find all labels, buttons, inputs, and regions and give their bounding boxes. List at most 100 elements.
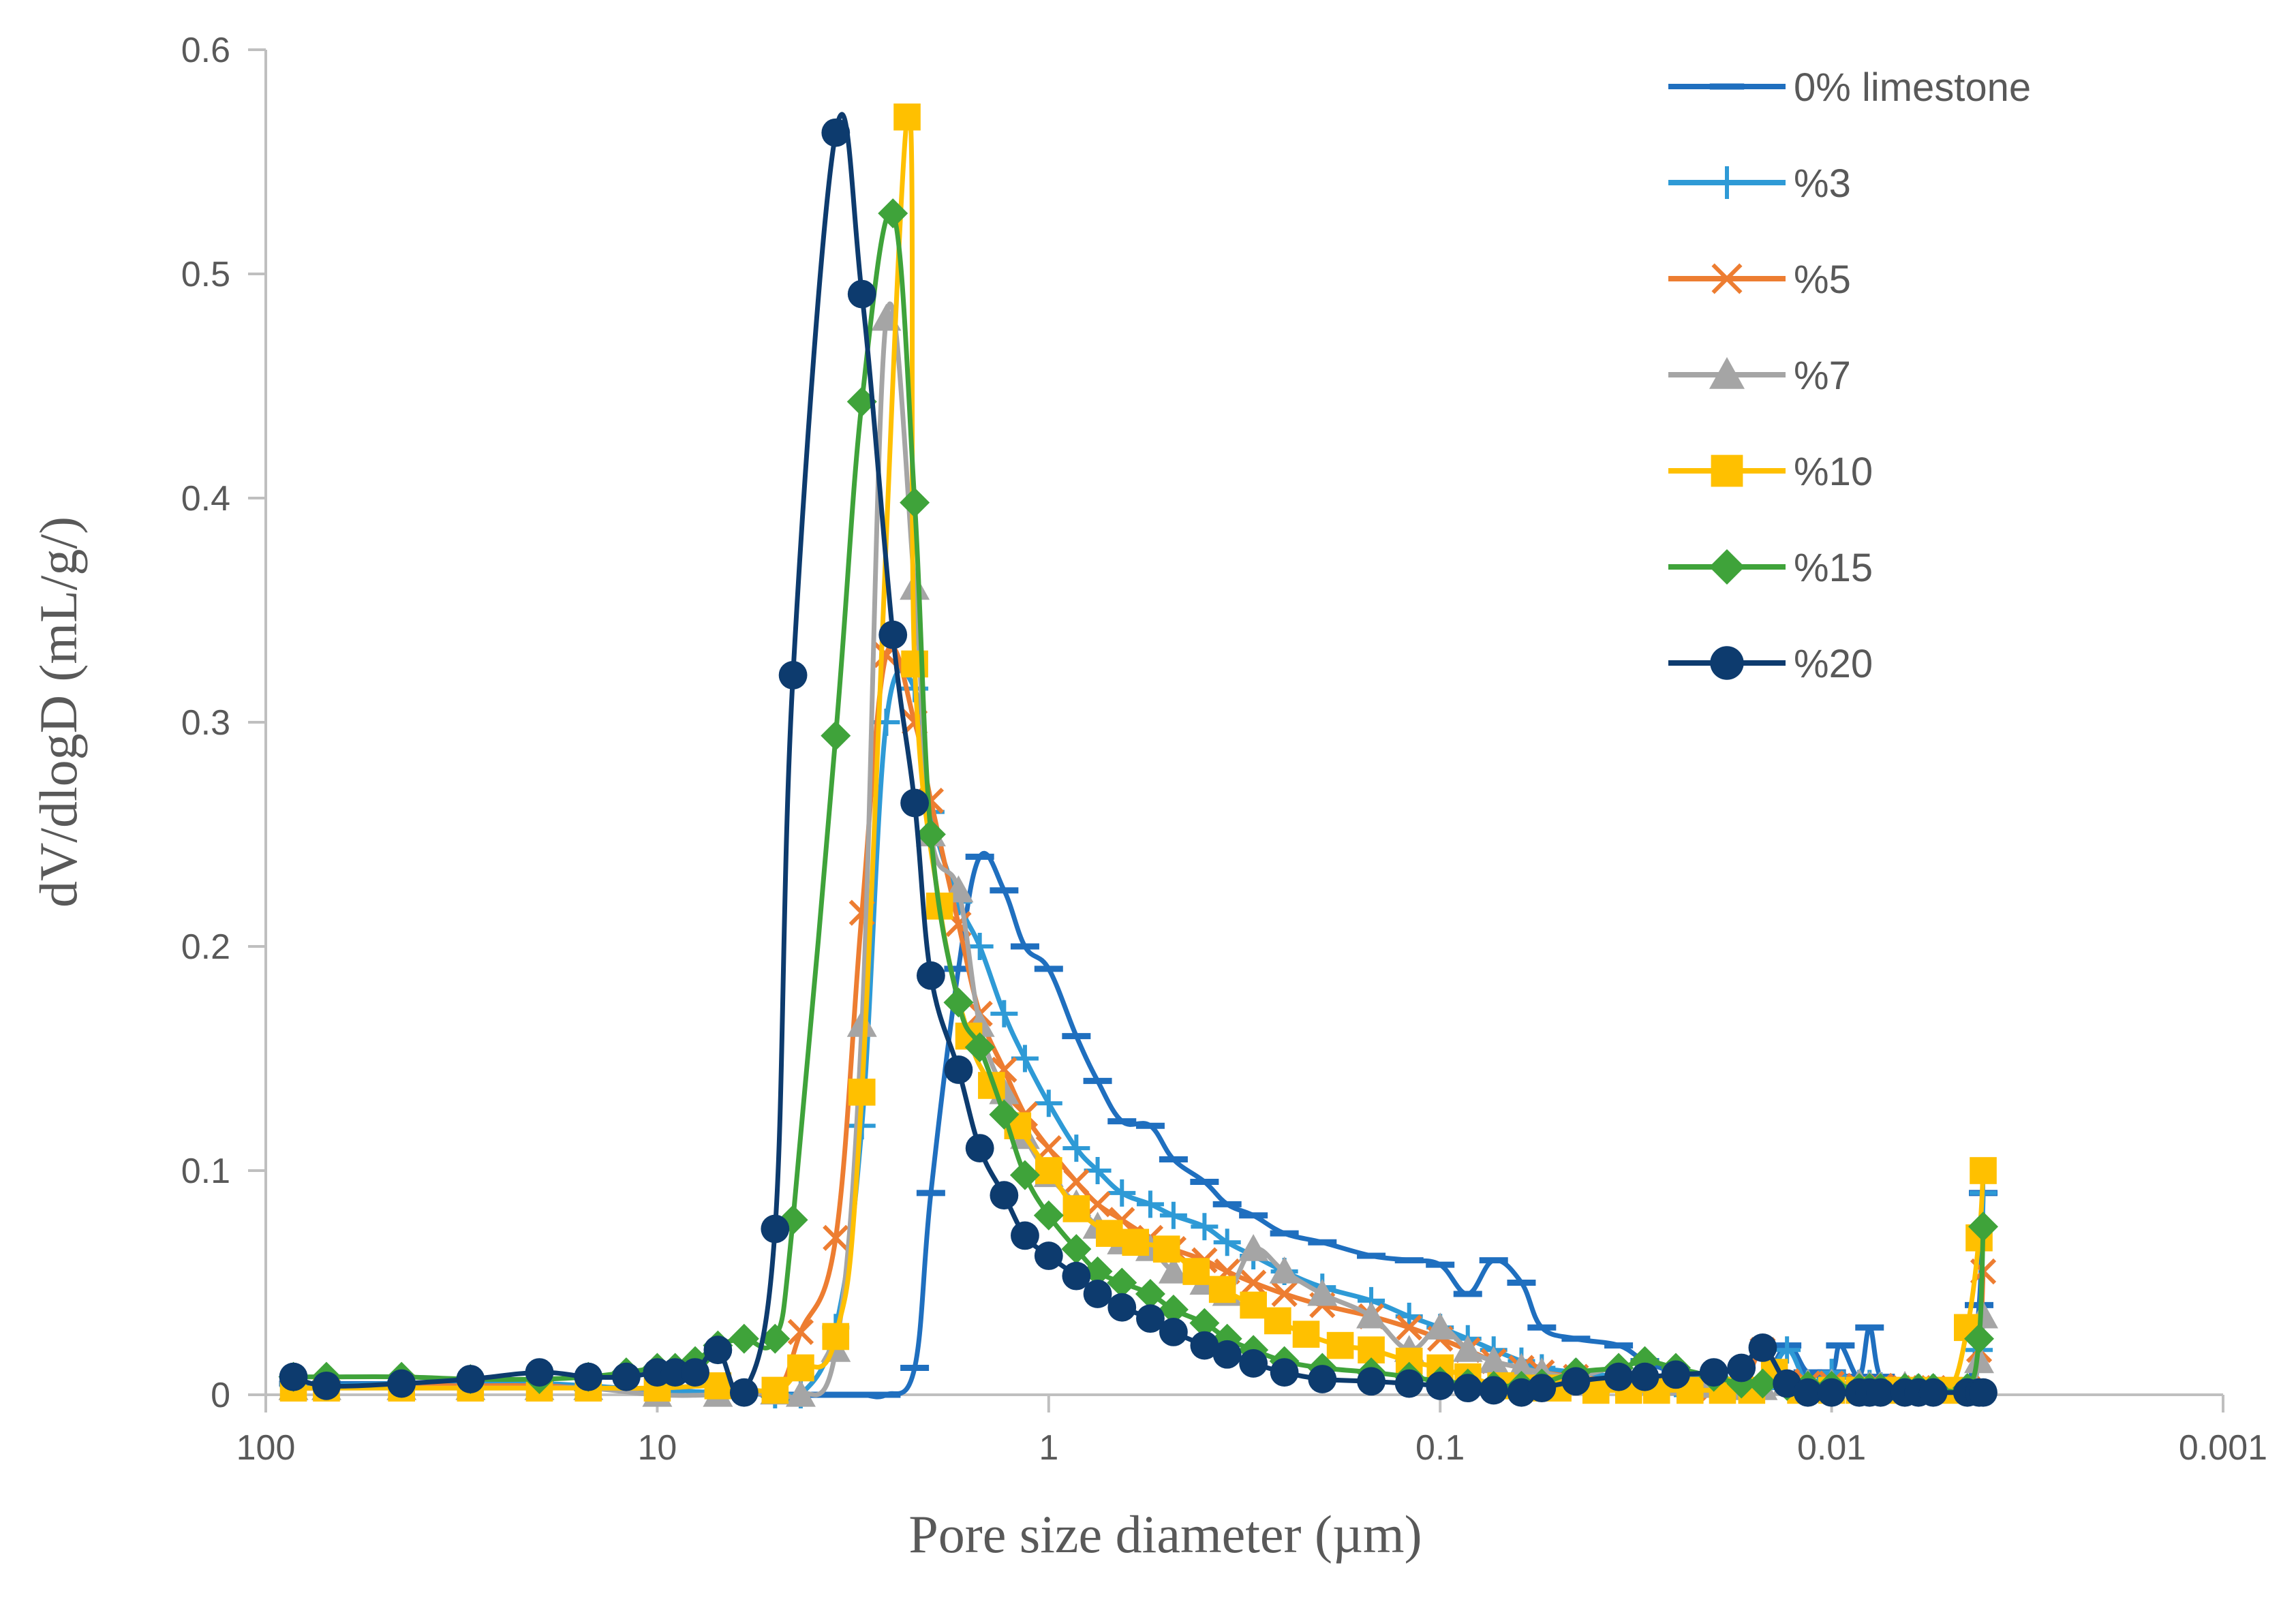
- legend-15-marker: [1709, 549, 1745, 585]
- series-15-point: [760, 1323, 791, 1354]
- x-tick-label: 1: [1039, 1428, 1058, 1468]
- legend-20-marker: [1710, 646, 1744, 680]
- series-3-point: [990, 1000, 1018, 1028]
- series-20-point: [778, 661, 808, 690]
- y-axis-title: dV/dlogD (mL/g/): [29, 516, 88, 908]
- series-20-point: [1394, 1369, 1424, 1398]
- x-tick-label: 0.001: [2179, 1428, 2267, 1468]
- legend-0-limestone: 0% limestone: [1668, 65, 2031, 110]
- series-3-point: [1213, 1229, 1241, 1256]
- axes: 0 0.1 0.2 0.3 0.4 0.5 0.6 100 10 1 0.1 0.01 0.001: [181, 31, 2267, 1468]
- legend-10-label: %10: [1794, 450, 1873, 494]
- series-7-point: [1452, 1335, 1483, 1362]
- series-5-point: [1063, 1169, 1090, 1195]
- series-20-point: [761, 1214, 790, 1244]
- x-tick-label: 10: [637, 1428, 677, 1468]
- legend-10-marker: [1711, 454, 1743, 487]
- series-10-point: [1095, 1220, 1123, 1247]
- legend-7: %7: [1668, 354, 1851, 398]
- series-7-point: [1478, 1346, 1509, 1374]
- series-3-point: [1191, 1213, 1219, 1241]
- x-tick-label: 0.01: [1797, 1428, 1866, 1468]
- legend-3-label: %3: [1794, 161, 1851, 206]
- series-20-point: [1918, 1378, 1948, 1407]
- series-15-point: [821, 720, 851, 751]
- series-20-point: [1727, 1353, 1756, 1383]
- x-tick-label: 0.1: [1415, 1428, 1465, 1468]
- series-20-point: [1357, 1367, 1386, 1396]
- legend-5-label: %5: [1794, 258, 1851, 302]
- series-20-point: [387, 1369, 416, 1398]
- series-20-point: [1561, 1367, 1591, 1396]
- series-15-point: [1107, 1267, 1137, 1298]
- series-20-point: [916, 961, 945, 990]
- series-20-point: [703, 1335, 733, 1365]
- series-20-point: [1866, 1378, 1895, 1407]
- series-20-point: [1107, 1293, 1137, 1322]
- series-20-point: [729, 1378, 759, 1407]
- series-5-point: [787, 1318, 814, 1346]
- series-10-point: [1292, 1321, 1320, 1348]
- series-15-point: [1135, 1278, 1165, 1309]
- series-15-point: [1061, 1234, 1092, 1265]
- series-20-point: [990, 1181, 1019, 1210]
- series-15-point: [729, 1323, 759, 1354]
- y-tick-label: 0.4: [181, 479, 230, 519]
- series-10-point: [1264, 1307, 1291, 1335]
- y-tick-label: 0.6: [181, 31, 230, 70]
- series-7-point: [1425, 1312, 1456, 1340]
- series-20-point: [1662, 1360, 1690, 1389]
- series-20-point: [878, 620, 908, 649]
- series-20-point: [1239, 1349, 1268, 1378]
- series-15-point: [989, 1099, 1020, 1130]
- series-20-point: [1453, 1374, 1482, 1403]
- series-20-point: [821, 118, 851, 147]
- series-20-point: [574, 1362, 603, 1391]
- series-20-point: [1748, 1333, 1777, 1362]
- series-7-point: [846, 1010, 877, 1037]
- x-tick-label: 100: [236, 1428, 296, 1468]
- series-20-point: [1270, 1358, 1299, 1387]
- series-15-point: [915, 819, 946, 850]
- series-15-point: [900, 487, 930, 518]
- series-10-point: [1326, 1331, 1354, 1359]
- series-20-point: [312, 1371, 341, 1400]
- series-7-point: [1238, 1234, 1269, 1261]
- series-20-point: [1817, 1378, 1846, 1407]
- series-20-point: [847, 279, 876, 309]
- series-20-point: [660, 1358, 690, 1387]
- series-20-point: [681, 1358, 709, 1387]
- series-10-point: [893, 103, 921, 131]
- series-15-point: [1747, 1368, 1778, 1399]
- series-10-point: [1208, 1276, 1236, 1303]
- series-7-point: [1158, 1256, 1189, 1284]
- y-tick-label: 0.2: [181, 927, 230, 967]
- x-axis-title: Pore size diameter (µm): [908, 1504, 1422, 1564]
- series-20-point: [279, 1362, 308, 1391]
- y-tick-label: 0.1: [181, 1152, 230, 1191]
- series-7-point: [1356, 1301, 1387, 1329]
- y-tick-label: 0.3: [181, 703, 230, 743]
- legend: 0% limestone %3 %5 %7 %10 %15 %20: [1668, 65, 2031, 686]
- legend-7-marker: [1709, 357, 1745, 389]
- y-tick-label: 0: [211, 1376, 230, 1415]
- series-20-point: [1136, 1304, 1165, 1333]
- series-3-point: [1159, 1201, 1187, 1229]
- series-3-point: [1136, 1190, 1164, 1218]
- legend-0-limestone-label: 0% limestone: [1794, 65, 2031, 110]
- legend-15-label: %15: [1794, 546, 1873, 590]
- legend-15: %15: [1668, 546, 1873, 590]
- series-20-point: [1159, 1317, 1188, 1346]
- series-15-point: [1189, 1308, 1220, 1338]
- series-10-point: [822, 1323, 850, 1350]
- series-10-point: [787, 1354, 814, 1382]
- series-20-point: [1793, 1378, 1822, 1407]
- series-10-point: [761, 1376, 789, 1404]
- series-20-point: [1190, 1331, 1219, 1360]
- series-20-point: [944, 1055, 973, 1084]
- series-20-point: [1034, 1241, 1063, 1270]
- series-5-point: [1271, 1280, 1298, 1308]
- legend-20: %20: [1668, 642, 1873, 686]
